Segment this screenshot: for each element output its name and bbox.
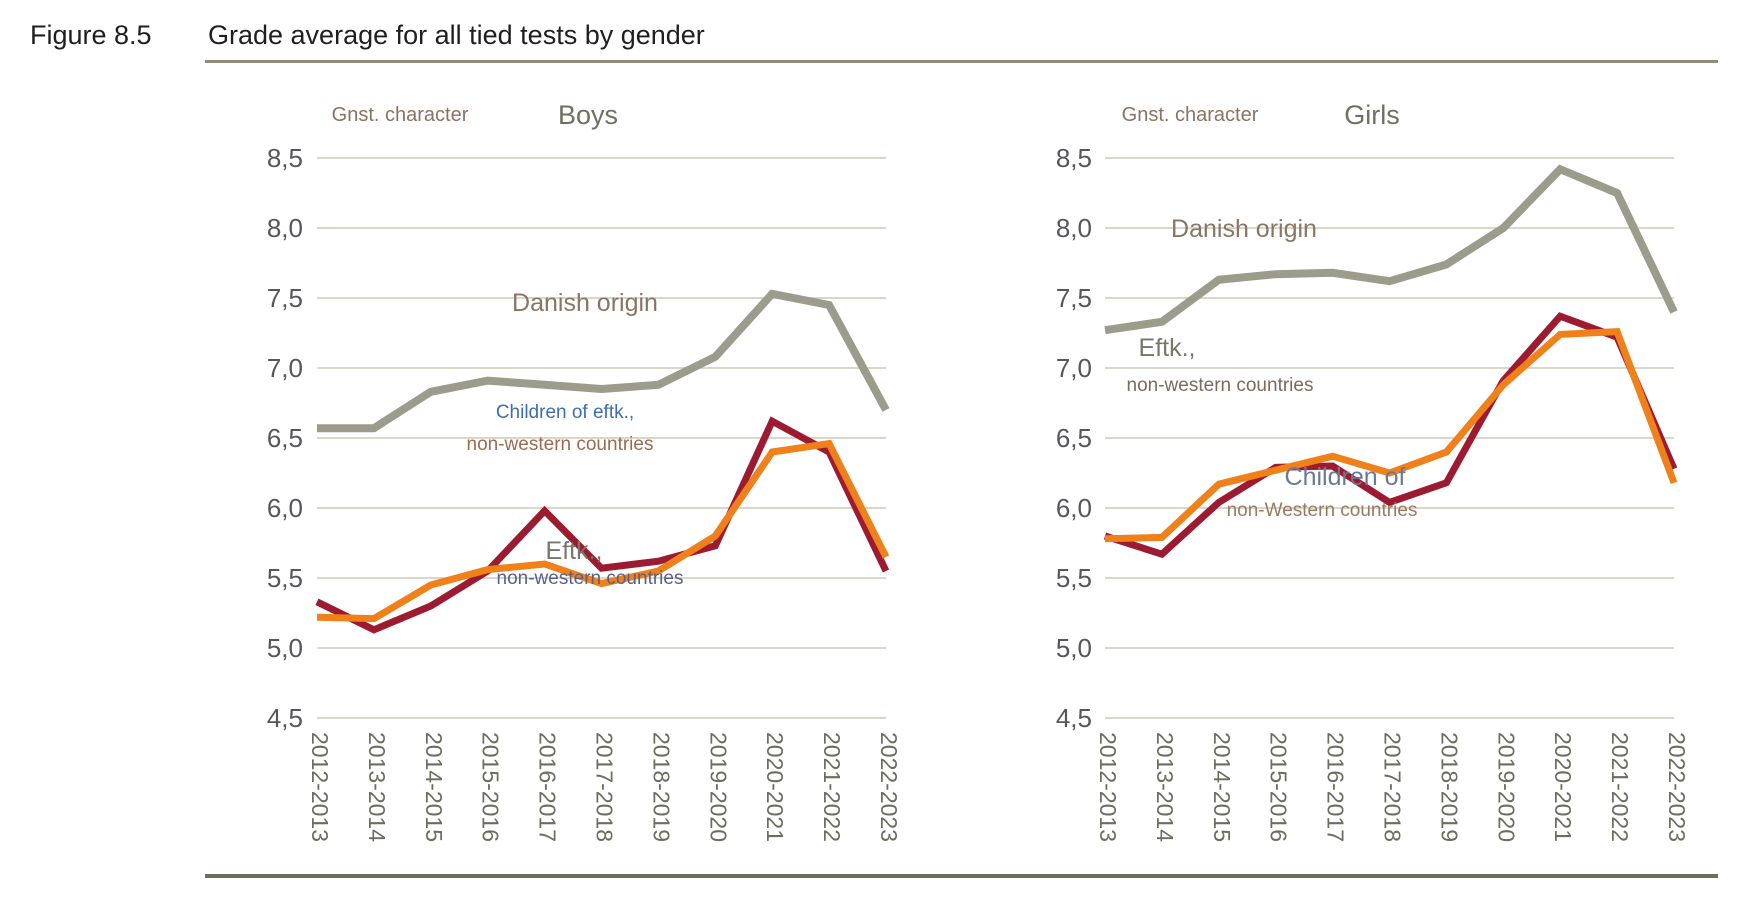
y-tick-label: 5,5: [267, 563, 303, 593]
panel-title-boys: Boys: [558, 100, 618, 130]
y-tick-label: 8,0: [267, 213, 303, 243]
series-line-children-of-non-western-countries: [1103, 312, 1678, 559]
series-line-eftk-non-western-countries: [1104, 327, 1678, 543]
y-tick-label: 5,0: [267, 633, 303, 663]
x-tick-label: 2014-2015: [421, 732, 447, 842]
series-annotation: Danish origin: [512, 289, 658, 317]
x-tick-label: 2017-2018: [592, 732, 618, 842]
y-tick-label: 8,0: [1056, 213, 1092, 243]
y-tick-label: 8,5: [1056, 143, 1092, 173]
x-tick-label: 2018-2019: [1436, 732, 1462, 842]
figure-title: Grade average for all tied tests by gend…: [208, 20, 705, 50]
x-tick-label: 2019-2020: [1493, 732, 1519, 842]
x-tick-label: 2014-2015: [1209, 732, 1235, 842]
axis-unit-label: Gnst. character: [332, 104, 469, 126]
series-annotation: Children of: [1285, 463, 1406, 491]
y-tick-label: 5,0: [1056, 633, 1092, 663]
chart-panel-boys: Gnst. character Boys 8,5 8,0 7,5 7,0 6,5 6,0 5,5…: [267, 100, 902, 842]
title-divider-rule: [205, 60, 1718, 63]
series-annotation: non-western countries: [467, 434, 654, 455]
x-tick-label: 2020-2021: [1550, 732, 1576, 842]
y-tick-label: 8,5: [267, 143, 303, 173]
y-tick-label: 7,5: [267, 283, 303, 313]
x-tick-label: 2016-2017: [1323, 732, 1349, 842]
x-tick-label: 2012-2013: [1095, 732, 1121, 842]
y-tick-label: 6,0: [1056, 493, 1092, 523]
x-tick-label: 2018-2019: [648, 732, 674, 842]
x-tick-label: 2022-2023: [1664, 732, 1690, 842]
x-tick-label: 2017-2018: [1380, 732, 1406, 842]
y-tick-label: 5,5: [1056, 563, 1092, 593]
y-tick-label: 7,0: [1056, 353, 1092, 383]
y-tick-label: 7,5: [1056, 283, 1092, 313]
series-line-eftk-non-western-countries: [316, 439, 890, 623]
x-tick-label: 2019-2020: [705, 732, 731, 842]
axis-unit-label: Gnst. character: [1122, 104, 1259, 126]
x-tick-label: 2020-2021: [762, 732, 788, 842]
x-tick-label: 2021-2022: [819, 732, 845, 842]
series-line-danish-origin: [317, 289, 890, 433]
series-annotation: non-Western countries: [1227, 500, 1418, 521]
y-tick-label: 6,0: [267, 493, 303, 523]
figure-bottom-rule: [205, 874, 1718, 878]
series-annotation: Danish origin: [1171, 215, 1317, 243]
series-line-danish-origin: [1104, 164, 1678, 335]
series-annotation: Eftk.,: [1139, 334, 1196, 362]
chart-panel-girls: Gnst. character Girls 8,5 8,0 7,5 7,0 6,5 6,0 5,…: [1056, 100, 1690, 842]
panel-title-girls: Girls: [1344, 100, 1400, 130]
x-tick-label: 2015-2016: [1266, 732, 1292, 842]
y-tick-label: 6,5: [1056, 423, 1092, 453]
series-annotation: Children of eftk.,: [496, 402, 634, 423]
y-tick-label: 4,5: [1056, 703, 1092, 733]
x-tick-label: 2012-2013: [307, 732, 333, 842]
x-tick-label: 2013-2014: [1152, 732, 1178, 842]
y-tick-label: 4,5: [267, 703, 303, 733]
x-tick-label: 2013-2014: [364, 732, 390, 842]
x-tick-label: 2015-2016: [478, 732, 504, 842]
figure-label: Figure 8.5: [30, 20, 152, 50]
series-annotation: non-western countries: [497, 568, 684, 589]
series-line-children-of-eftk-non-western-countries: [315, 416, 890, 634]
y-tick-label: 6,5: [267, 423, 303, 453]
y-tick-label: 7,0: [267, 353, 303, 383]
x-tick-label: 2016-2017: [535, 732, 561, 842]
x-tick-label: 2022-2023: [876, 732, 902, 842]
series-annotation: Eftk.,: [546, 537, 603, 565]
series-annotation: non-western countries: [1127, 375, 1314, 396]
x-tick-label: 2021-2022: [1607, 732, 1633, 842]
